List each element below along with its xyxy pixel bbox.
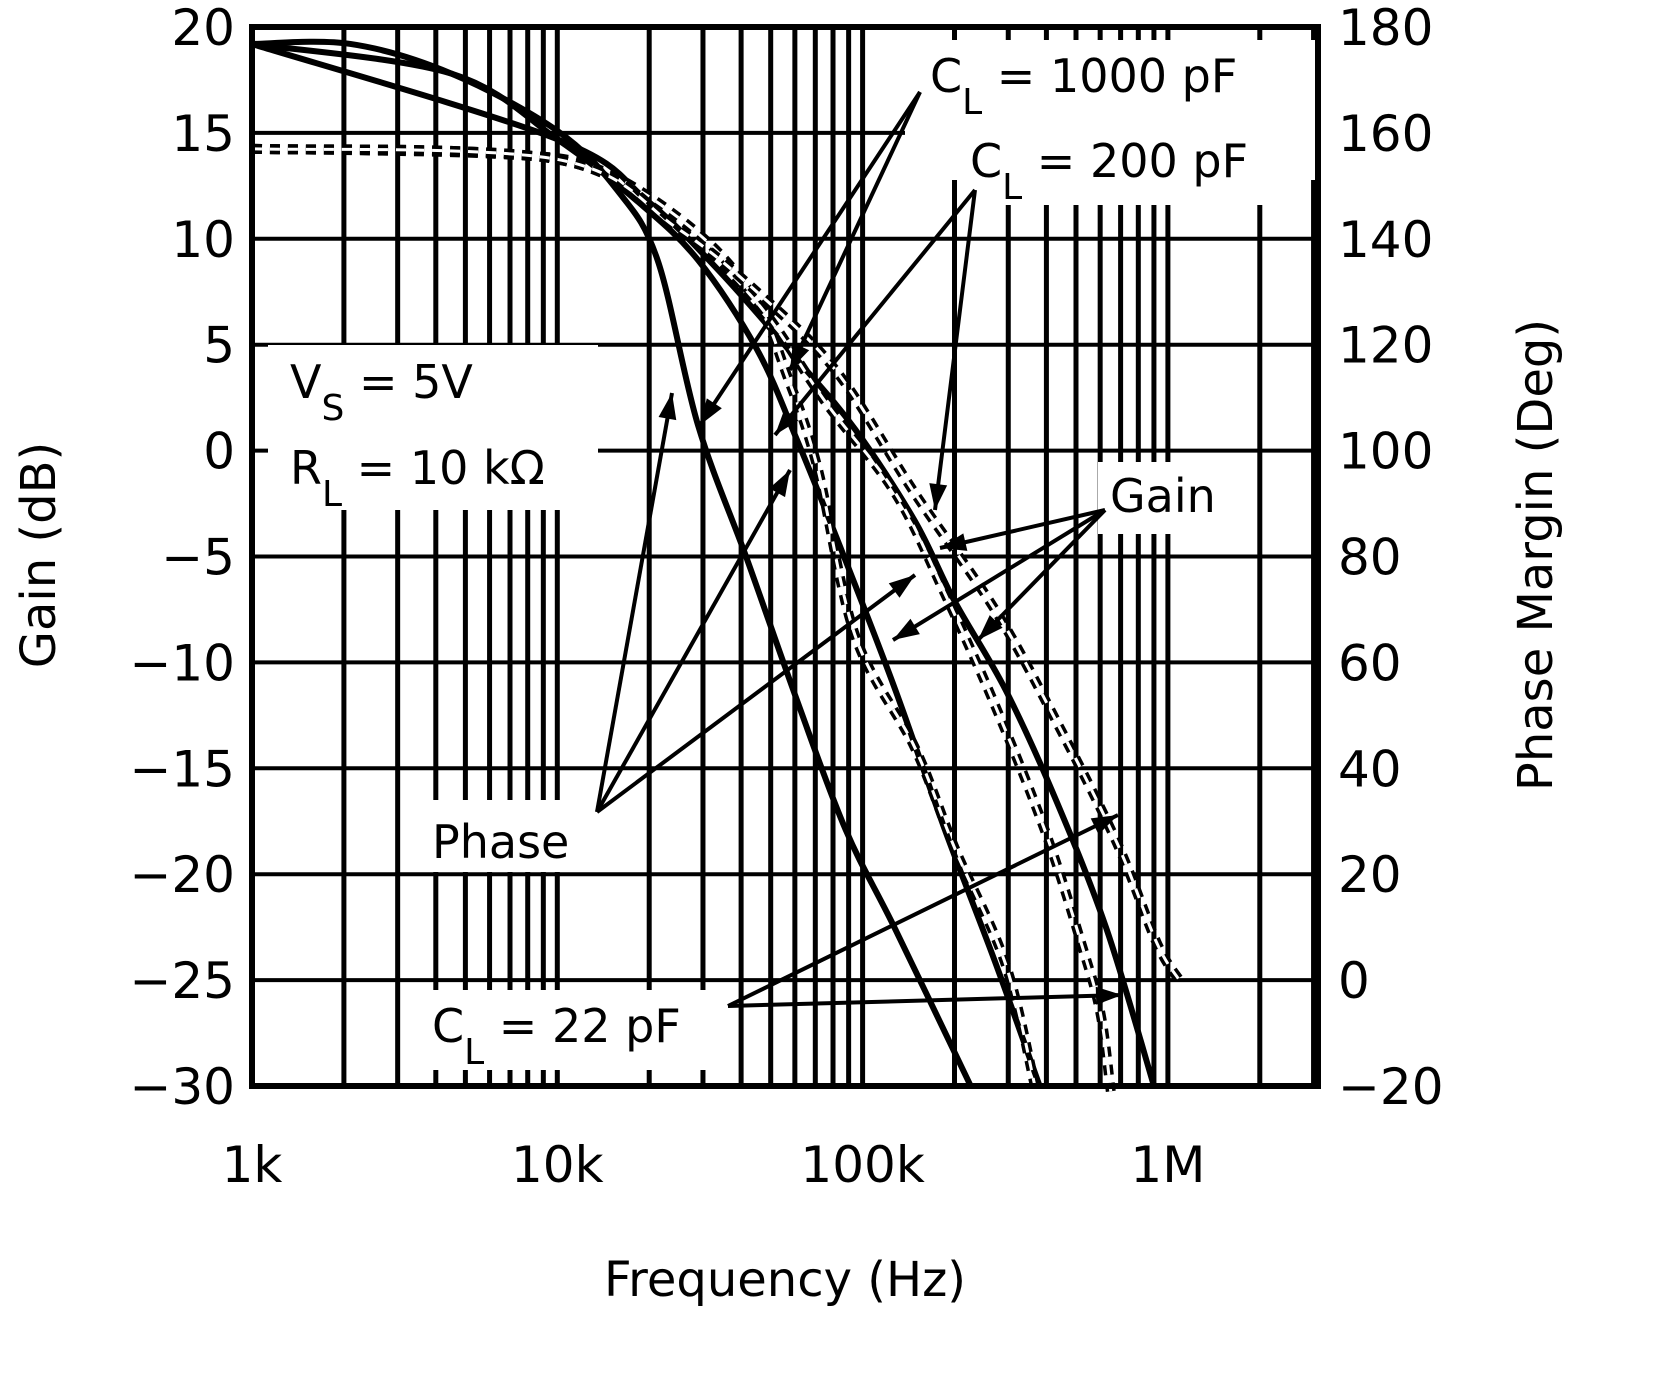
label-background [1098,462,1248,534]
arrow-line [773,188,977,437]
arrow-line [595,392,674,813]
arrow-line [727,813,1119,1008]
y2-tick-label: 180 [1338,0,1433,57]
gain-curve [251,41,1157,1087]
plot-frame [249,24,1321,1089]
x-axis-ticks: 1k 10k 100k 1M [222,1136,1206,1194]
y2-tick-label: 160 [1338,105,1433,163]
arrow-line [933,189,977,511]
cl-22pf-label: CL = 22 pF [432,999,681,1073]
arrow-head [940,533,968,551]
y-tick-label: 20 [171,0,235,57]
y-tick-label: −20 [129,846,235,904]
y-tick-label: 15 [171,105,235,163]
arrow-head [1095,986,1122,1005]
arrow-head [978,615,1003,640]
y2-tick-label: 20 [1338,846,1402,904]
x-tick-label: 1M [1130,1136,1205,1194]
y-tick-label: −15 [129,740,235,798]
label-background [960,150,1305,205]
y2-tick-label: 40 [1338,740,1402,798]
y-tick-label: 5 [203,317,235,375]
arrow-line [727,993,1123,1008]
arrow-head [893,618,920,640]
y-axis-title: Gain (dB) [11,442,67,668]
y2-tick-label: 120 [1338,317,1433,375]
y-tick-label: −5 [161,529,235,587]
arrow-head [658,393,677,421]
right-axis-ticks: 180 160 140 120 100 80 60 40 20 0 −20 [1338,0,1444,1116]
arrow-head [700,398,722,425]
gain-label: Gain [1110,469,1216,523]
arrow-line [939,508,1106,550]
y-tick-label: −25 [129,952,235,1010]
label-background [420,800,610,872]
phase-label: Phase [432,815,569,869]
x-tick-label: 100k [800,1136,924,1194]
arrow-line [595,469,792,813]
vs-condition-label: VS = 5V [290,355,473,429]
y-tick-label: −30 [129,1058,235,1116]
arrow-head [1090,815,1118,835]
phase-curve-inner [251,147,1181,981]
y-tick-label: 10 [171,211,235,269]
x-tick-label: 10k [511,1136,604,1194]
phase-curve-inner [251,147,1113,1092]
y2-axis-title: Phase Margin (Deg) [1508,319,1564,791]
y2-tick-label: 0 [1338,952,1370,1010]
y2-tick-label: 60 [1338,634,1402,692]
arrow-line [891,508,1107,642]
arrow-head [769,470,790,498]
arrow-head [888,575,915,598]
y2-tick-label: 80 [1338,529,1402,587]
annotation-arrows [595,90,1123,1008]
x-tick-label: 1k [222,1136,283,1194]
phase-curve [251,143,1184,983]
y-tick-label: −10 [129,634,235,692]
phase-curve [251,143,1041,1093]
arrow-line [788,91,922,371]
phase-curve-inner [251,147,1038,1092]
left-axis-ticks: 20 15 10 5 0 −5 −10 −15 −20 −25 −30 [129,0,235,1116]
y2-tick-label: 100 [1338,423,1433,481]
x-axis-title: Frequency (Hz) [604,1252,966,1308]
cl-1000pf-label: CL = 1000 pF [930,49,1237,123]
arrow-line [976,508,1107,642]
arrow-line [698,90,922,427]
arrow-line [595,573,917,814]
phase-curve [251,143,1116,1092]
y-tick-label: 0 [203,423,235,481]
arrow-head [775,409,799,435]
data-curves [251,38,1184,1093]
arrow-head [929,483,948,510]
cl-200pf-label: CL = 200 pF [970,134,1248,208]
y2-tick-label: 140 [1338,211,1433,269]
label-background [268,345,598,510]
arrow-head [790,342,810,370]
label-backgrounds [268,40,1315,1070]
y2-tick-label: −20 [1338,1058,1444,1116]
label-background [420,990,730,1070]
rl-condition-label: RL = 10 kΩ [290,441,545,515]
